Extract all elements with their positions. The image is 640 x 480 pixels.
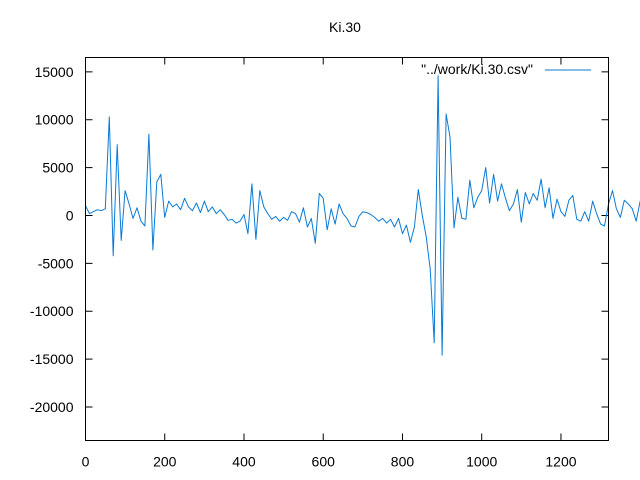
x-tick-label: 600 [312,454,336,470]
y-tick-label: -20000 [30,399,74,415]
chart-title: Ki.30 [329,19,361,35]
series-group [85,75,640,356]
legend-label: "../work/Ki.30.csv" [421,61,533,77]
y-tick-label: -5000 [38,255,74,271]
x-tick-label: 200 [153,454,177,470]
y-tick-label: 15000 [35,64,74,80]
x-tick-label: 1000 [466,454,497,470]
y-tick-label: 0 [66,207,74,223]
plot-frame [85,57,609,441]
y-tick-label: -10000 [30,303,74,319]
y-axis-ticks: 15000 10000 5000 0 -5000 -10000 -15000 -20000 [30,64,609,415]
x-axis-ticks: 0 200 400 600 800 1000 1200 [82,57,577,470]
y-tick-label: 10000 [35,112,74,128]
x-tick-label: 1200 [545,454,576,470]
x-tick-label: 0 [82,454,90,470]
y-tick-label: 5000 [42,160,73,176]
legend: "../work/Ki.30.csv" [421,61,591,77]
x-tick-label: 400 [232,454,256,470]
series-line [85,75,640,356]
y-tick-label: -15000 [30,351,74,367]
x-tick-label: 800 [391,454,415,470]
